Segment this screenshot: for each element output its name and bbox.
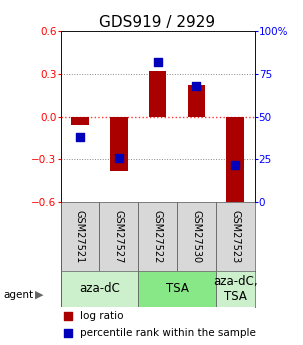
Text: GSM27523: GSM27523 [230,210,240,263]
Bar [61,202,99,270]
Text: GSM27522: GSM27522 [152,210,163,263]
Bar [110,117,128,171]
Text: aza-dC: aza-dC [79,283,120,295]
Point [78,135,82,140]
Text: agent: agent [3,290,33,300]
Text: percentile rank within the sample: percentile rank within the sample [80,328,256,338]
Text: log ratio: log ratio [80,311,124,321]
Text: TSA: TSA [165,283,188,295]
Text: GSM27521: GSM27521 [75,210,85,263]
Text: GSM27527: GSM27527 [114,210,124,263]
Bar [177,202,216,270]
Bar [61,270,138,307]
Point [155,59,160,65]
Bar [138,202,177,270]
Bar [216,270,255,307]
Bar [71,117,89,125]
Point [66,313,71,319]
Bar [149,71,166,117]
Bar [138,270,216,307]
Bar [99,202,138,270]
Bar [226,117,244,205]
Text: ▶: ▶ [35,290,43,300]
Point [116,155,121,160]
Bar [216,202,255,270]
Point [66,330,71,336]
Point [233,162,238,167]
Text: GSM27530: GSM27530 [191,210,201,263]
Text: aza-dC,
TSA: aza-dC, TSA [213,275,258,303]
Title: GDS919 / 2929: GDS919 / 2929 [99,15,216,30]
Point [194,83,199,89]
Bar [188,85,205,117]
